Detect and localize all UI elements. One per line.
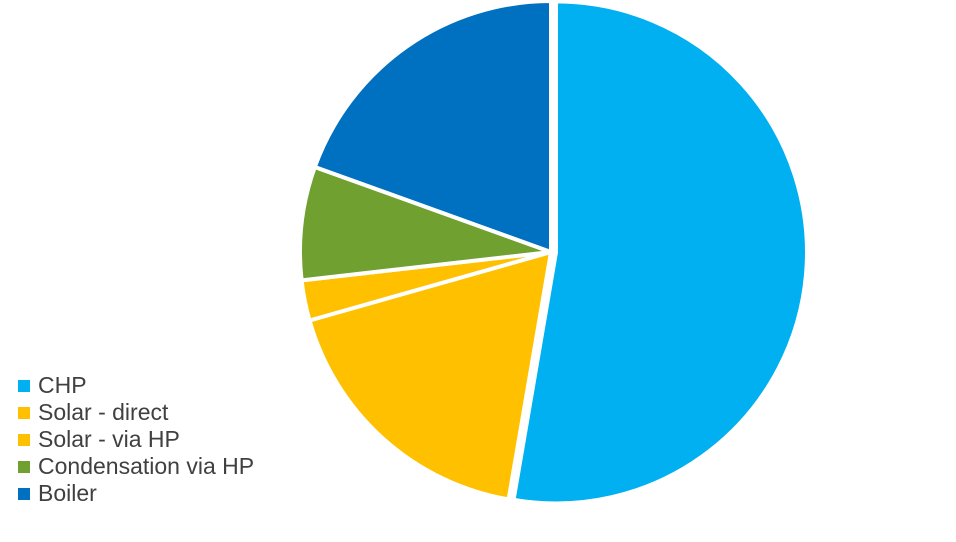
pie-slice-solar-direct — [307, 250, 553, 502]
legend-item-condensation-via-hp: Condensation via HP — [18, 453, 254, 480]
legend-label-solar-direct: Solar - direct — [38, 399, 169, 425]
legend-item-solar-via-hp: Solar - via HP — [18, 426, 254, 453]
legend-label-chp: CHP — [38, 372, 87, 398]
legend-label-condensation-via-hp: Condensation via HP — [38, 453, 255, 479]
legend-item-solar-direct: Solar - direct — [18, 399, 254, 426]
legend-swatch-boiler — [18, 487, 30, 500]
legend-label-boiler: Boiler — [38, 480, 97, 506]
legend-label-solar-via-hp: Solar - via HP — [38, 426, 180, 452]
pie-slice-chp — [511, 0, 809, 506]
pie-slice-condensation-via-hp — [298, 164, 553, 283]
legend: CHP Solar - direct Solar - via HP Conden… — [18, 372, 254, 507]
legend-swatch-chp — [18, 379, 30, 392]
legend-item-chp: CHP — [18, 372, 254, 399]
pie-slice-boiler — [312, 0, 553, 254]
legend-swatch-condensation-via-hp — [18, 460, 30, 473]
pie-slices — [298, 0, 809, 506]
legend-item-boiler: Boiler — [18, 480, 254, 507]
legend-swatch-solar-via-hp — [18, 433, 30, 446]
legend-swatch-solar-direct — [18, 406, 30, 419]
